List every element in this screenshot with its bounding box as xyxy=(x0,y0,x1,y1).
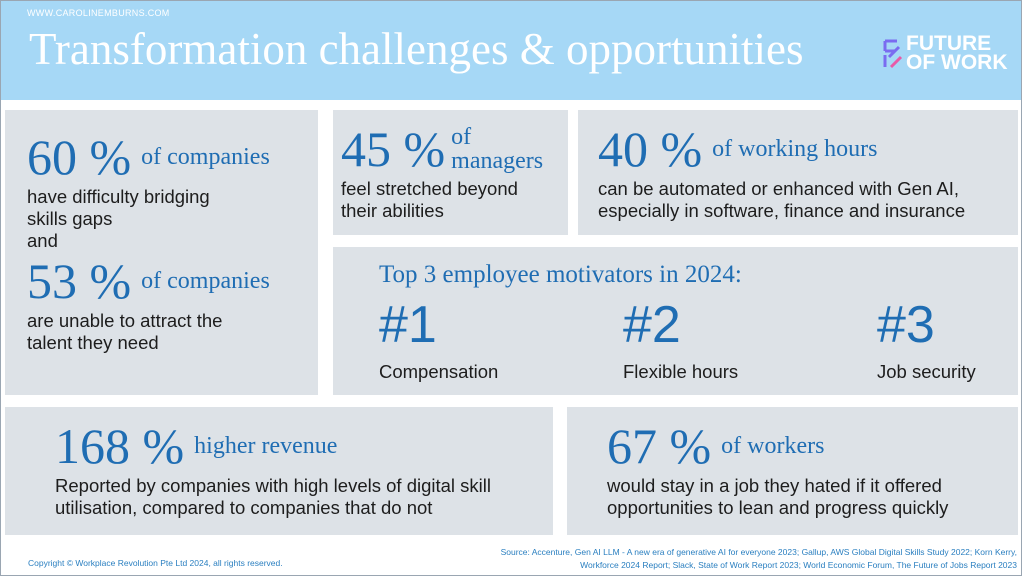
rank-label: Compensation xyxy=(379,361,499,382)
stat-text: Reported by companies with high levels o… xyxy=(55,475,491,518)
motivators-title: Top 3 employee motivators in 2024: xyxy=(379,261,742,288)
stat-figure: 168 % xyxy=(55,418,185,474)
stat-figure: 60 % xyxy=(27,129,132,185)
panel: 45 % of managers feel stretched beyond th… xyxy=(333,110,568,235)
title: Transformation challenges & opportunitie… xyxy=(29,24,804,74)
sources: Source: Accenture, Gen AI LLM - A new er… xyxy=(500,547,1017,570)
rank: #2 xyxy=(623,296,681,354)
url: WWW.CAROLINEMBURNS.COM xyxy=(27,8,170,18)
panel: 60 % of companies have difficulty bridgin… xyxy=(5,110,318,395)
stat-text: are unable to attract the talent they ne… xyxy=(27,310,223,353)
stat-label: higher revenue xyxy=(194,432,338,459)
logo-line: OF WORK xyxy=(906,51,1008,74)
panel: 168 % higher revenue Reported by companie… xyxy=(5,407,553,535)
rank-label: Flexible hours xyxy=(623,361,739,382)
copyright: Copyright © Workplace Revolution Pte Ltd… xyxy=(28,558,283,568)
stat-label: of workers xyxy=(721,432,825,459)
stat-label: of working hours xyxy=(712,135,878,162)
stat-label: of managers xyxy=(451,124,544,174)
stat-text: have difficulty bridging skills gaps xyxy=(27,186,210,229)
stat-figure: 67 % xyxy=(607,418,712,474)
header: WWW.CAROLINEMBURNS.COM Transformation ch… xyxy=(1,1,1021,100)
stat-text: would stay in a job they hated if it off… xyxy=(607,475,949,518)
connector: and xyxy=(27,230,58,251)
logo: FUTURE OF WORK xyxy=(906,32,1008,74)
stat-figure: 45 % xyxy=(341,121,446,177)
stat-figure: 40 % xyxy=(598,121,703,177)
stat-text: feel stretched beyond their abilities xyxy=(341,178,518,221)
rank: #1 xyxy=(379,296,437,354)
logo-icon xyxy=(883,39,903,69)
rank-label: Job security xyxy=(877,361,976,382)
panel: 40 % of working hours can be automated or… xyxy=(578,110,1018,235)
stat-text: can be automated or enhanced with Gen AI… xyxy=(598,178,966,221)
panel: 67 % of workers would stay in a job they … xyxy=(567,407,1018,535)
logo-line: FUTURE xyxy=(906,32,992,55)
rank: #3 xyxy=(877,296,935,354)
stat-label: of companies xyxy=(141,267,270,294)
stat-label: of companies xyxy=(141,143,270,170)
stat-figure: 53 % xyxy=(27,253,132,309)
panel: Top 3 employee motivators in 2024: #1 Co… xyxy=(333,247,1018,395)
